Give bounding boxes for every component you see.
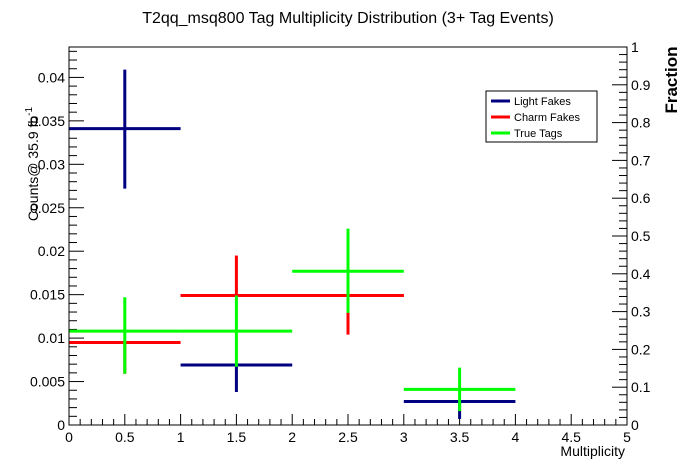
y-tick-label: 0.04: [38, 69, 65, 85]
legend-label: Charm Fakes: [514, 112, 581, 124]
legend-label: True Tags: [514, 128, 563, 140]
data-layer: [69, 69, 516, 419]
x-tick-label: 1.5: [227, 429, 247, 445]
legend: Light Fakes Charm Fakes True Tags: [485, 90, 598, 143]
y2-tick-label: 0.6: [631, 190, 651, 206]
y2-tick-label: 0: [631, 417, 639, 433]
x-tick-label: 3: [400, 429, 408, 445]
plot-frame: [68, 46, 628, 426]
y-tick-label: 0.01: [38, 330, 65, 346]
y-tick-label: 0.015: [30, 287, 65, 303]
y2-tick-label: 1: [631, 39, 639, 55]
y-tick-label: 0.005: [30, 374, 65, 390]
y2-tick-label: 0.1: [631, 379, 651, 395]
y-tick-label: 0: [57, 417, 65, 433]
y2-tick-label: 0.4: [631, 266, 651, 282]
y-tick-label: 0.02: [38, 243, 65, 259]
x-tick-label: 0.5: [115, 429, 135, 445]
x-tick-label: 4.5: [561, 429, 581, 445]
y2-tick-label: 0.2: [631, 341, 651, 357]
legend-label: Light Fakes: [514, 96, 571, 108]
x-tick-label: 0: [65, 429, 73, 445]
y-tick-label: 0.03: [38, 156, 65, 172]
x-tick-label: 1: [177, 429, 185, 445]
x-tick-label: 2: [288, 429, 296, 445]
series-true-tags: [69, 228, 516, 412]
x-tick-label: 2.5: [338, 429, 358, 445]
x-tick-label: 5: [623, 429, 631, 445]
y2-tick-label: 0.8: [631, 115, 651, 131]
y-tick-label: 0.025: [30, 200, 65, 216]
x-axis-label: Multiplicity: [560, 443, 625, 459]
y-tick-label: 0.035: [30, 113, 65, 129]
y-axis-label-superscript: -1: [24, 106, 35, 115]
y-axis-label-text: Counts@ 35.9 fb: [25, 116, 41, 221]
right-axis-label: Fraction: [662, 46, 681, 113]
x-tick-label: 4: [512, 429, 520, 445]
tick-layer: 0 0.5 1 1.5 2 2.5 3 3.5 4 4.5 500.0050.010.0150.02…: [30, 39, 651, 445]
y2-tick-label: 0.5: [631, 228, 651, 244]
y2-tick-label: 0.3: [631, 304, 651, 320]
y-axis-label: Counts@ 35.9 fb-1: [24, 106, 41, 221]
y2-tick-label: 0.9: [631, 77, 651, 93]
chart-title: T2qq_msq800 Tag Multiplicity Distributio…: [142, 10, 554, 27]
x-tick-label: 3.5: [450, 429, 470, 445]
y2-tick-label: 0.7: [631, 152, 651, 168]
